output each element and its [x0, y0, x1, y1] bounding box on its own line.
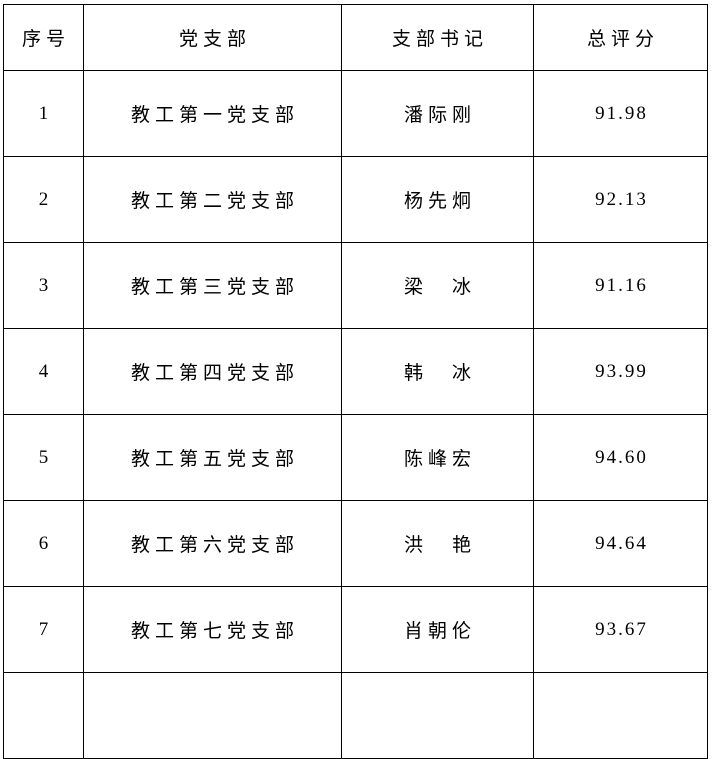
cell-serial: 1 — [3, 70, 84, 157]
cell-branch: 教工第六党支部 — [83, 500, 342, 587]
cell-secretary: 梁 冰 — [341, 242, 534, 329]
cell-secretary: 肖朝伦 — [341, 586, 534, 673]
cell-secretary: 陈峰宏 — [341, 414, 534, 501]
table-row: 6 教工第六党支部 洪 艳 94.64 — [3, 500, 708, 587]
cell-branch: 教工第二党支部 — [83, 156, 342, 243]
party-branch-score-table: 序号 党支部 支部书记 总评分 1 教工第一党支部 潘际刚 91.98 2 教工… — [3, 4, 708, 759]
table-row: 7 教工第七党支部 肖朝伦 93.67 — [3, 586, 708, 673]
cell-branch: 教工第五党支部 — [83, 414, 342, 501]
cell-score: 91.16 — [533, 242, 708, 329]
col-header-branch: 党支部 — [83, 4, 342, 71]
cell-secretary: 杨先炯 — [341, 156, 534, 243]
cell-score: 92.13 — [533, 156, 708, 243]
table-row: 1 教工第一党支部 潘际刚 91.98 — [3, 70, 708, 157]
col-header-secretary: 支部书记 — [341, 4, 534, 71]
cell-score-empty — [533, 672, 708, 759]
col-header-serial: 序号 — [3, 4, 84, 71]
table-row: 3 教工第三党支部 梁 冰 91.16 — [3, 242, 708, 329]
cell-serial: 5 — [3, 414, 84, 501]
cell-secretary: 潘际刚 — [341, 70, 534, 157]
cell-score: 91.98 — [533, 70, 708, 157]
cell-serial-empty — [3, 672, 84, 759]
cell-serial: 7 — [3, 586, 84, 673]
cell-secretary: 韩 冰 — [341, 328, 534, 415]
table-row: 2 教工第二党支部 杨先炯 92.13 — [3, 156, 708, 243]
cell-secretary-empty — [341, 672, 534, 759]
table-header-row: 序号 党支部 支部书记 总评分 — [3, 4, 708, 71]
cell-branch: 教工第四党支部 — [83, 328, 342, 415]
cell-score: 94.64 — [533, 500, 708, 587]
cell-serial: 2 — [3, 156, 84, 243]
cell-score: 93.99 — [533, 328, 708, 415]
cell-branch: 教工第一党支部 — [83, 70, 342, 157]
cell-score: 93.67 — [533, 586, 708, 673]
cell-score: 94.60 — [533, 414, 708, 501]
table-row: 5 教工第五党支部 陈峰宏 94.60 — [3, 414, 708, 501]
cell-secretary: 洪 艳 — [341, 500, 534, 587]
table-row: 4 教工第四党支部 韩 冰 93.99 — [3, 328, 708, 415]
table-row-partial — [3, 672, 708, 759]
col-header-score: 总评分 — [533, 4, 708, 71]
cell-branch: 教工第七党支部 — [83, 586, 342, 673]
cell-serial: 4 — [3, 328, 84, 415]
cell-branch: 教工第三党支部 — [83, 242, 342, 329]
cell-branch-empty — [83, 672, 342, 759]
cell-serial: 6 — [3, 500, 84, 587]
cell-serial: 3 — [3, 242, 84, 329]
